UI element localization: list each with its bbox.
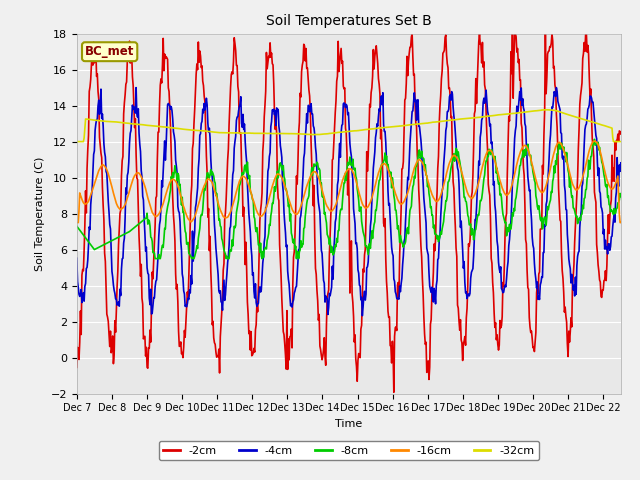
-16cm — [463, 189, 471, 194]
-4cm — [75, 291, 83, 297]
X-axis label: Time: Time — [335, 419, 362, 429]
-4cm — [306, 109, 314, 115]
Text: BC_met: BC_met — [85, 45, 134, 58]
-4cm — [150, 295, 157, 300]
-16cm — [73, 220, 81, 226]
Y-axis label: Soil Temperature (C): Soil Temperature (C) — [35, 156, 45, 271]
-2cm — [408, 31, 416, 36]
-32cm — [73, 139, 81, 144]
-32cm — [463, 116, 471, 121]
-2cm — [75, 357, 83, 362]
-8cm — [149, 250, 157, 255]
-4cm — [326, 293, 334, 299]
-2cm — [326, 251, 333, 256]
Title: Soil Temperatures Set B: Soil Temperatures Set B — [266, 14, 431, 28]
-8cm — [326, 235, 334, 241]
Line: -2cm: -2cm — [77, 34, 621, 392]
-8cm — [464, 212, 472, 218]
-16cm — [305, 177, 313, 183]
-4cm — [617, 160, 625, 166]
-8cm — [73, 223, 81, 229]
-4cm — [132, 84, 140, 90]
-2cm — [390, 389, 397, 395]
-32cm — [305, 132, 313, 137]
-2cm — [305, 87, 313, 93]
-32cm — [476, 114, 484, 120]
-4cm — [73, 255, 81, 261]
-16cm — [326, 207, 333, 213]
-16cm — [149, 211, 157, 216]
-2cm — [73, 364, 81, 370]
-32cm — [543, 107, 550, 113]
-8cm — [591, 136, 598, 142]
-2cm — [149, 276, 157, 282]
-8cm — [151, 256, 159, 262]
Line: -4cm: -4cm — [77, 87, 621, 316]
-32cm — [75, 139, 83, 144]
-16cm — [617, 220, 625, 226]
-32cm — [617, 139, 625, 144]
-4cm — [465, 291, 472, 297]
-4cm — [358, 313, 366, 319]
-16cm — [75, 207, 83, 213]
-32cm — [326, 131, 333, 136]
Legend: -2cm, -4cm, -8cm, -16cm, -32cm: -2cm, -4cm, -8cm, -16cm, -32cm — [159, 441, 539, 460]
Line: -16cm: -16cm — [77, 141, 621, 223]
-2cm — [465, 241, 472, 247]
-4cm — [478, 117, 486, 123]
-16cm — [591, 138, 599, 144]
-2cm — [617, 131, 625, 137]
-8cm — [477, 198, 484, 204]
-8cm — [306, 179, 314, 185]
-32cm — [149, 123, 157, 129]
-8cm — [617, 193, 625, 199]
Line: -32cm: -32cm — [77, 110, 621, 142]
-16cm — [476, 173, 484, 179]
-2cm — [478, 60, 486, 66]
Line: -8cm: -8cm — [77, 139, 621, 259]
-8cm — [75, 226, 83, 232]
